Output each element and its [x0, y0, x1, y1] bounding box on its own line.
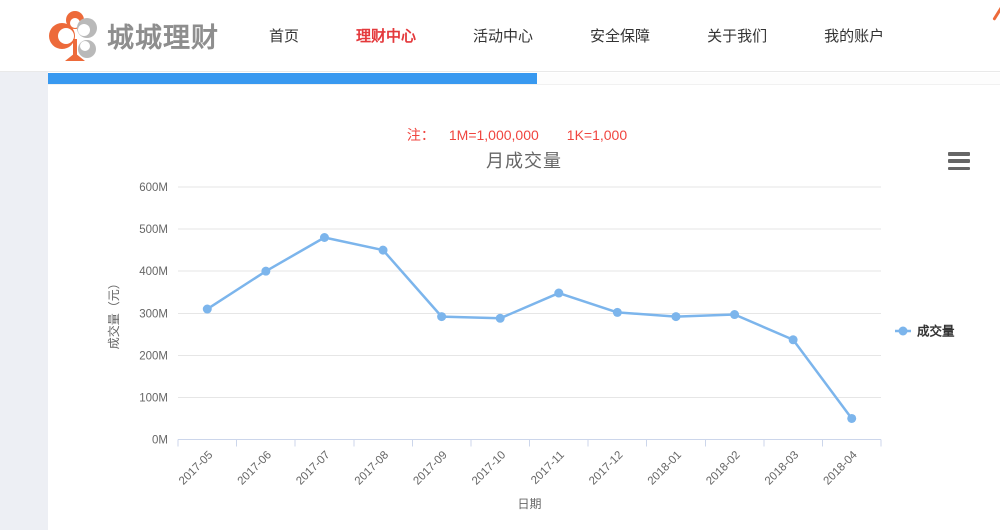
- data-point-marker[interactable]: [554, 288, 564, 298]
- header: 城城理财 首页 理财中心 活动中心 安全保障 关于我们 我的账户: [0, 0, 1000, 72]
- x-tick-label: 2017-10: [470, 449, 508, 487]
- data-point-marker[interactable]: [612, 307, 622, 317]
- x-axis-title: 日期: [517, 497, 541, 511]
- x-tick-label: 2017-07: [294, 449, 332, 487]
- x-tick-label: 2018-01: [646, 449, 684, 487]
- logo-text: 城城理财: [107, 23, 219, 53]
- series-line: [206, 236, 853, 420]
- site-logo[interactable]: 城城理财: [45, 0, 1000, 65]
- y-tick-label: 200M: [139, 350, 168, 362]
- data-point-marker[interactable]: [788, 335, 798, 345]
- nav-item-security[interactable]: 安全保障: [590, 28, 651, 45]
- note-prefix: 注：: [406, 127, 435, 143]
- data-point-marker[interactable]: [437, 312, 447, 322]
- x-tick-label: 2018-03: [763, 449, 801, 487]
- x-tick-label: 2017-08: [353, 449, 391, 487]
- y-tick-label: 300M: [139, 308, 168, 320]
- y-tick-label: 500M: [139, 224, 168, 236]
- y-tick-label: 600M: [139, 182, 168, 194]
- y-axis-title: 成交量（元）: [106, 277, 121, 349]
- x-tick-label: 2017-11: [529, 449, 567, 487]
- main-nav: 首页 理财中心 活动中心 安全保障 关于我们 我的账户: [269, 25, 941, 46]
- chart-menu-icon[interactable]: [948, 152, 970, 170]
- nav-item-about-us[interactable]: 关于我们: [707, 28, 768, 45]
- data-point-marker[interactable]: [730, 310, 740, 320]
- left-gutter: [0, 72, 48, 530]
- legend-marker-dot[interactable]: [898, 326, 908, 336]
- data-point-marker[interactable]: [261, 266, 271, 276]
- data-point-marker[interactable]: [495, 313, 505, 323]
- volume-line-chart: 0M 100M 200M 300M 400M 500M 600M 2017-05 2017-06…: [106, 182, 955, 511]
- logo-icon: [49, 10, 97, 61]
- unit-note: 注： 1M=1,000,000 1K=1,000: [48, 125, 1000, 145]
- progress-track: [48, 73, 1000, 85]
- nav-item-activity-center[interactable]: 活动中心: [473, 28, 534, 45]
- data-point-marker[interactable]: [202, 304, 212, 314]
- data-point-marker[interactable]: [847, 413, 857, 423]
- note-item-1: 1M=1,000,000: [448, 127, 539, 143]
- y-tick-label: 0M: [152, 435, 168, 447]
- nav-item-my-account[interactable]: 我的账户: [824, 28, 885, 45]
- note-item-2: 1K=1,000: [566, 127, 628, 143]
- progress-fill: [48, 73, 538, 84]
- legend-label[interactable]: 成交量: [917, 324, 955, 339]
- x-tick-label: 2018-02: [704, 449, 742, 487]
- x-tick-label: 2017-05: [177, 449, 215, 487]
- chart-title: 月成交量: [486, 151, 562, 171]
- data-point-marker[interactable]: [671, 312, 681, 322]
- x-tick-label: 2018-04: [821, 449, 860, 488]
- data-point-marker[interactable]: [378, 245, 388, 255]
- x-tick-label: 2017-12: [587, 449, 625, 487]
- chart-panel: 注： 1M=1,000,000 1K=1,000 月成交量 0M 100M 200M 30…: [48, 85, 1000, 530]
- y-tick-label: 400M: [139, 266, 168, 278]
- x-tick-label: 2017-09: [411, 449, 449, 487]
- nav-item-home[interactable]: 首页: [269, 28, 300, 45]
- data-point-marker[interactable]: [319, 233, 329, 242]
- logo-accent-stroke: [992, 0, 1000, 21]
- nav-item-finance-center[interactable]: 理财中心: [356, 28, 417, 45]
- x-tick-label: 2017-06: [236, 449, 274, 487]
- y-tick-label: 100M: [139, 392, 168, 404]
